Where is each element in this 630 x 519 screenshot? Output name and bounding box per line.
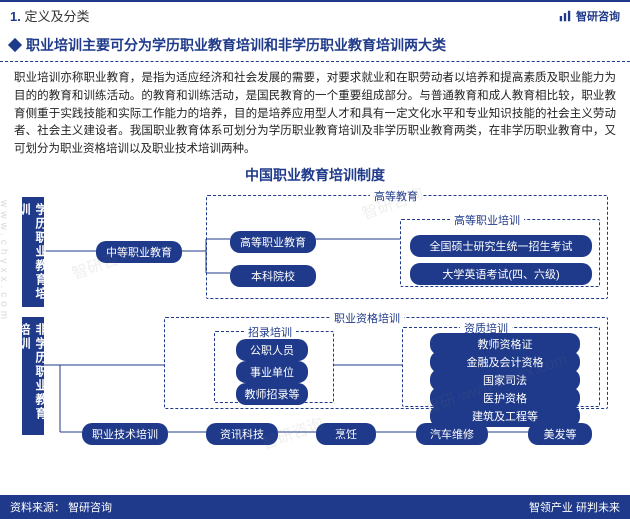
group-label-higher_edu: 高等教育	[370, 188, 422, 204]
node-it: 资讯科技	[206, 423, 278, 445]
topbar: 1. 定义及分类 智研咨询	[0, 0, 630, 29]
node-cet: 大学英语考试(四、六级)	[410, 263, 592, 285]
footer-slogan: 智领产业 研判未来	[529, 499, 620, 515]
node-civil: 公职人员	[236, 339, 308, 361]
footer: 资料来源： 智研咨询 智领产业 研判未来	[0, 495, 630, 519]
category-cat2: 非学历职业教育培训	[22, 317, 44, 435]
section-heading: 1. 定义及分类	[10, 6, 89, 25]
group-label-qual_train: 职业资格培训	[330, 310, 404, 326]
brand-icon	[558, 9, 572, 23]
node-undergrad: 本科院校	[230, 265, 316, 287]
node-sec_voc: 中等职业教育	[96, 241, 182, 263]
node-teacher_r: 教师招录等	[236, 383, 308, 405]
side-watermark: www.chyxx.com	[0, 200, 9, 323]
body-paragraph: 职业培训亦称职业教育，是指为适应经济和社会发展的需要，对要求就业和在职劳动者以培…	[0, 62, 630, 163]
subtitle-text: 职业培训主要可分为学历职业教育培训和非学历职业教育培训两大类	[26, 35, 446, 55]
node-beauty: 美发等	[528, 423, 592, 445]
brand: 智研咨询	[558, 8, 620, 24]
chart-title: 中国职业教育培训制度	[0, 165, 630, 185]
node-grad_exam: 全国硕士研究生统一招生考试	[410, 235, 592, 257]
node-cook: 烹饪	[316, 423, 376, 445]
subtitle-bar: 职业培训主要可分为学历职业教育培训和非学历职业教育培训两大类	[0, 29, 630, 62]
footer-source: 资料来源： 智研咨询	[10, 499, 112, 515]
section-title: 定义及分类	[24, 9, 89, 24]
group-label-higher_vt: 高等职业培训	[450, 212, 524, 228]
source-label: 资料来源：	[10, 502, 65, 514]
section-number: 1.	[10, 9, 21, 24]
node-tech_train: 职业技术培训	[82, 423, 168, 445]
node-auto: 汽车维修	[416, 423, 488, 445]
source-name: 智研咨询	[68, 502, 112, 514]
brand-text: 智研咨询	[576, 8, 620, 24]
group-label-zhaolu: 招录培训	[244, 324, 296, 340]
diagram-canvas: 学历职业教育培训非学历职业教育培训高等教育高等职业培训职业资格培训招录培训资质培…	[10, 189, 620, 449]
node-inst: 事业单位	[236, 361, 308, 383]
diamond-icon	[8, 38, 22, 52]
category-cat1: 学历职业教育培训	[22, 197, 44, 307]
node-high_voc: 高等职业教育	[230, 231, 316, 253]
